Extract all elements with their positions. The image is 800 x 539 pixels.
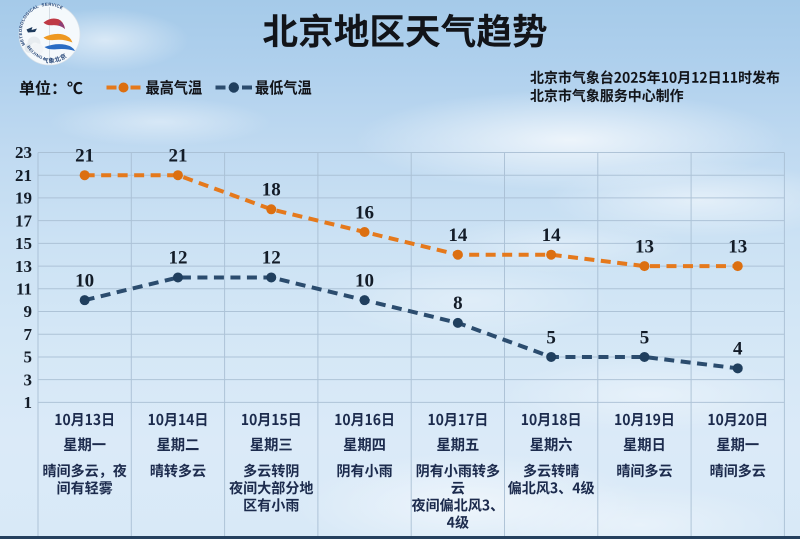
svg-text:14: 14 bbox=[542, 225, 562, 246]
svg-text:11: 11 bbox=[16, 280, 32, 299]
svg-text:12: 12 bbox=[262, 248, 281, 269]
svg-text:17: 17 bbox=[15, 211, 33, 230]
svg-text:5: 5 bbox=[640, 327, 650, 348]
svg-text:13: 13 bbox=[728, 236, 747, 257]
svg-text:13: 13 bbox=[15, 257, 32, 276]
svg-text:10: 10 bbox=[75, 270, 94, 291]
svg-text:10: 10 bbox=[355, 270, 374, 291]
svg-text:12: 12 bbox=[168, 248, 187, 269]
svg-text:21: 21 bbox=[168, 146, 187, 167]
svg-text:14: 14 bbox=[448, 225, 468, 246]
svg-text:5: 5 bbox=[24, 348, 33, 367]
svg-text:7: 7 bbox=[24, 325, 33, 344]
svg-text:3: 3 bbox=[24, 370, 33, 389]
svg-text:4: 4 bbox=[733, 339, 743, 360]
svg-text:21: 21 bbox=[15, 166, 32, 185]
svg-text:19: 19 bbox=[15, 189, 32, 208]
svg-text:23: 23 bbox=[15, 143, 32, 162]
svg-text:18: 18 bbox=[262, 180, 281, 201]
svg-text:13: 13 bbox=[635, 236, 654, 257]
svg-text:8: 8 bbox=[453, 293, 463, 314]
svg-text:21: 21 bbox=[75, 146, 94, 167]
svg-text:15: 15 bbox=[15, 234, 32, 253]
svg-text:16: 16 bbox=[355, 202, 374, 223]
svg-text:1: 1 bbox=[24, 393, 33, 412]
svg-text:9: 9 bbox=[24, 302, 33, 321]
svg-text:5: 5 bbox=[546, 327, 556, 348]
